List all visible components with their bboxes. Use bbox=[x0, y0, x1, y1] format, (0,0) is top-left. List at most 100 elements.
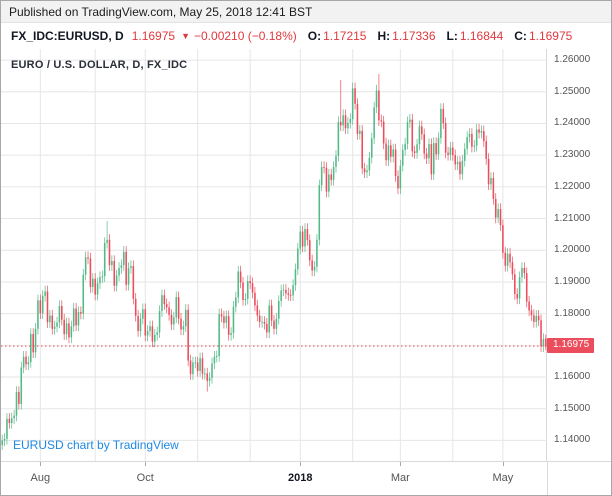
candle-body bbox=[118, 267, 120, 276]
candle-body bbox=[382, 121, 385, 144]
candle-body bbox=[511, 262, 514, 275]
symbol-info-bar: FX_IDC:EURUSD, D 1.16975 ▼ −0.00210 (−0.… bbox=[1, 23, 611, 49]
chart-title: EURO / U.S. DOLLAR, D, FX_IDC bbox=[11, 59, 188, 71]
candle-body bbox=[401, 150, 404, 166]
watermark-link[interactable]: EURUSD chart by TradingView bbox=[13, 438, 179, 452]
chart-plot-area[interactable]: EURO / U.S. DOLLAR, D, FX_IDC EURUSD cha… bbox=[1, 49, 547, 461]
candle-body bbox=[15, 391, 18, 416]
candle-body bbox=[280, 290, 282, 301]
candle-body bbox=[223, 316, 225, 323]
y-axis-label: 1.23000 bbox=[554, 149, 591, 161]
candle-body bbox=[211, 363, 213, 378]
candle-body bbox=[435, 143, 437, 155]
candle-body bbox=[287, 293, 290, 295]
candle-body bbox=[282, 289, 285, 291]
candle-body bbox=[432, 143, 435, 175]
candle-body bbox=[461, 160, 464, 175]
candle-body bbox=[456, 161, 459, 165]
candle-body bbox=[163, 295, 166, 305]
candle-body bbox=[285, 289, 287, 294]
candle-body bbox=[173, 317, 175, 325]
candle-body bbox=[115, 275, 118, 286]
candle-body bbox=[156, 332, 158, 335]
candle-body bbox=[235, 297, 237, 307]
candle-body bbox=[339, 121, 342, 126]
candle-body bbox=[77, 312, 80, 326]
candle-body bbox=[130, 266, 132, 268]
close-value: 1.16975 bbox=[528, 29, 573, 43]
candle-body bbox=[373, 107, 375, 139]
candle-body bbox=[473, 145, 476, 147]
candle-body bbox=[452, 147, 454, 156]
candle-body bbox=[325, 167, 328, 192]
candle-body bbox=[51, 315, 54, 329]
candle-body bbox=[158, 311, 161, 333]
candle-body bbox=[323, 166, 325, 168]
candle-body bbox=[411, 119, 414, 152]
candle-body bbox=[99, 277, 101, 284]
candle-body bbox=[273, 320, 275, 329]
candle-body bbox=[242, 282, 244, 301]
candle-body bbox=[127, 267, 130, 285]
candle-body bbox=[139, 318, 142, 332]
candle-body bbox=[421, 126, 423, 135]
candle-body bbox=[444, 123, 447, 153]
y-axis-label: 1.26000 bbox=[554, 54, 591, 66]
candle-body bbox=[335, 155, 337, 167]
candle-body bbox=[268, 305, 271, 333]
candle-body bbox=[521, 267, 523, 278]
candle-body bbox=[189, 360, 192, 375]
candlestick-chart[interactable] bbox=[1, 49, 547, 461]
candle-body bbox=[151, 326, 154, 342]
candle-body bbox=[425, 153, 428, 159]
candle-body bbox=[204, 373, 206, 375]
candle-body bbox=[261, 321, 263, 323]
candle-body bbox=[385, 143, 387, 161]
candle-body bbox=[182, 326, 185, 330]
candle-body bbox=[399, 165, 402, 189]
candle-body bbox=[289, 294, 292, 296]
candle-body bbox=[487, 158, 490, 185]
time-axis[interactable]: Aug Oct 2018 Mar May bbox=[1, 462, 547, 495]
candle-body bbox=[506, 253, 509, 266]
candle-body bbox=[8, 418, 11, 423]
candle-body bbox=[258, 315, 261, 322]
candle-body bbox=[225, 316, 228, 323]
candle-body bbox=[308, 240, 311, 261]
candle-body bbox=[72, 308, 75, 327]
candle-body bbox=[92, 278, 94, 288]
candle-body bbox=[70, 326, 73, 338]
candle-body bbox=[44, 291, 46, 296]
candle-body bbox=[53, 326, 56, 329]
low-value: 1.16844 bbox=[459, 29, 504, 43]
candle-body bbox=[161, 295, 163, 312]
candle-body bbox=[137, 315, 139, 332]
candle-body bbox=[483, 131, 485, 142]
candle-body bbox=[103, 242, 106, 277]
candle-body bbox=[366, 170, 368, 173]
candle-body bbox=[525, 273, 528, 302]
candle-body bbox=[263, 321, 266, 324]
candle-body bbox=[356, 103, 359, 134]
symbol-name[interactable]: FX_IDC:EURUSD, D bbox=[11, 29, 124, 43]
high-value: 1.17336 bbox=[392, 29, 436, 43]
candle-body bbox=[187, 309, 189, 361]
candle-body bbox=[301, 231, 304, 247]
candle-body bbox=[459, 161, 461, 175]
axis-corner bbox=[547, 462, 611, 495]
candle-body bbox=[359, 130, 361, 134]
y-axis-label: 1.16000 bbox=[554, 371, 591, 382]
candles bbox=[1, 74, 547, 450]
candle-body bbox=[540, 320, 542, 347]
candle-body bbox=[485, 141, 487, 159]
published-text: Published on TradingView.com, May 25, 20… bbox=[9, 4, 313, 19]
candle-body bbox=[409, 119, 411, 123]
x-axis-label: Aug bbox=[30, 472, 51, 484]
candle-body bbox=[494, 198, 497, 218]
candle-body bbox=[516, 293, 518, 299]
y-axis-label: 1.19000 bbox=[554, 275, 591, 287]
candle-body bbox=[213, 356, 216, 364]
candle-body bbox=[490, 177, 492, 185]
x-axis-label: May bbox=[492, 472, 514, 484]
price-axis[interactable]: 1.140001.150001.160001.170001.180001.190… bbox=[547, 49, 611, 461]
